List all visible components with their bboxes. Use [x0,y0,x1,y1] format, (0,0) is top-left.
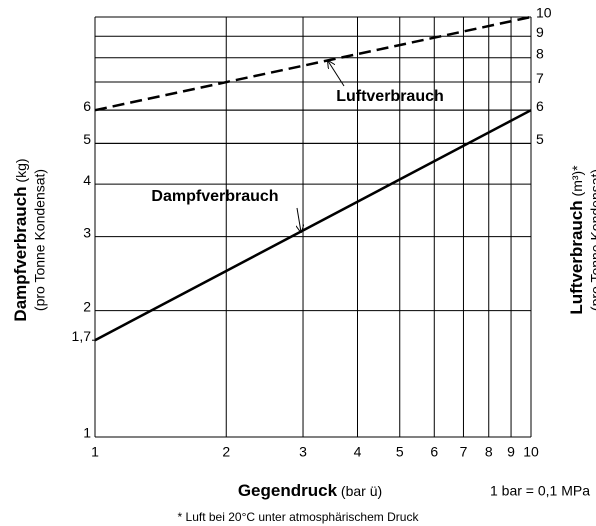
line [94,109,532,342]
y-tick-label: 5 [83,131,91,147]
x-label-unit: (bar ü) [341,483,382,499]
y2-tick-label: 8 [536,45,544,61]
x-tick-label: 6 [430,444,438,460]
x-tick-label: 5 [396,444,404,460]
y2-tick-label: 10 [536,5,552,21]
x-tick-label: 4 [354,444,362,460]
y2-tick-label: 5 [536,131,544,147]
y-tick-label: 4 [83,172,91,188]
y-axis-title: Dampfverbrauch (kg) [11,158,30,321]
y-tick-label: 1,7 [72,328,92,344]
y2-tick-label: 6 [536,98,544,114]
annotation-arrow [297,207,301,232]
y2-axis-title: Luftverbrauch (m³)* [567,165,586,315]
footnote: * Luft bei 20°C unter atmosphärischem Dr… [178,510,420,524]
y2-label-unit: (m³)* [569,165,585,197]
y-axis-subtitle: (pro Tonne Kondensat) [32,169,48,311]
y2-axis-subtitle: (pro Tonne Kondensat) [588,169,596,311]
y2-label: Luftverbrauch [567,200,586,314]
y-label: Dampfverbrauch [11,186,30,321]
x-tick-label: 10 [523,444,539,460]
y-tick-label: 6 [83,98,91,114]
x-axis-title: Gegendruck (bar ü) [238,481,382,500]
y-label-unit: (kg) [13,158,29,182]
y-tick-label: 2 [83,298,91,314]
x-tick-label: 7 [460,444,468,460]
line [94,15,532,112]
note: 1 bar = 0,1 MPa [490,483,590,499]
x-tick-label: 1 [91,444,99,460]
x-tick-label: 8 [485,444,493,460]
y2-tick-label: 9 [536,24,544,40]
x-tick-label: 2 [222,444,230,460]
x-label: Gegendruck [238,481,338,500]
annotation: Dampfverbrauch [151,188,278,205]
y-tick-label: 3 [83,224,91,240]
x-tick-label: 9 [507,444,515,460]
y2-tick-label: 7 [536,70,544,86]
annotation: Luftverbrauch [336,88,444,105]
x-tick-label: 3 [299,444,307,460]
y-tick-label: 1 [83,425,91,441]
